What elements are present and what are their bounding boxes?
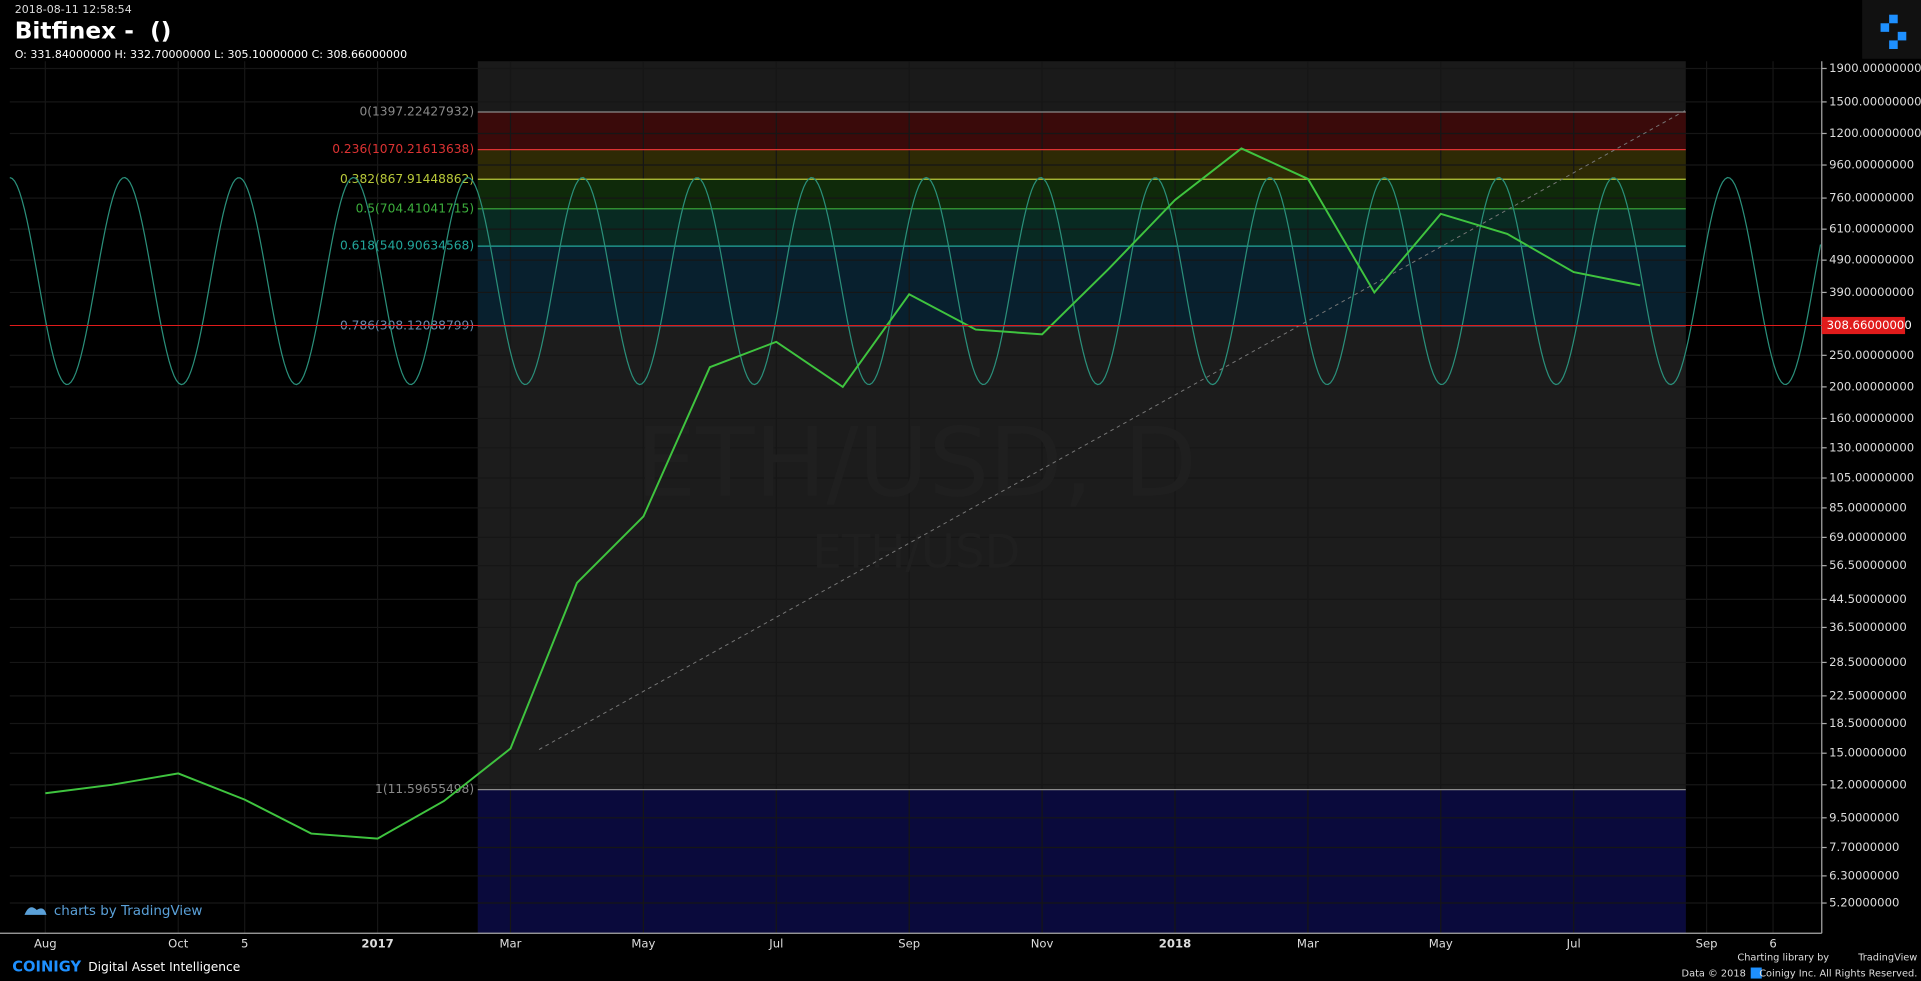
cycle-wave — [9, 176, 1822, 386]
y-tick-label: 490.00000000 — [1829, 253, 1914, 267]
tv-icon — [24, 907, 47, 915]
copyright: Data © 2018 — [1682, 969, 1746, 980]
timestamp: 2018-08-11 12:58:54 — [15, 3, 132, 16]
y-tick-label: 5.20000000 — [1829, 896, 1899, 910]
x-tick-label: 5 — [241, 937, 248, 951]
coinigy-logo — [1862, 0, 1921, 59]
fib-label: 0.618(540.90634568) — [340, 239, 474, 253]
y-tick-label: 9.50000000 — [1829, 810, 1899, 824]
fib-band — [477, 789, 1686, 934]
coinigy-icon — [1750, 967, 1762, 979]
fib-band — [477, 246, 1686, 326]
ohlc: O: 331.84000000 H: 332.70000000 L: 305.1… — [15, 48, 407, 61]
trend-line — [538, 109, 1687, 750]
watermark-sub: ETH/USD — [812, 524, 1020, 578]
y-tick-label: 960.00000000 — [1829, 158, 1914, 172]
cycle-wave — [9, 176, 1822, 386]
fib-band — [477, 179, 1686, 209]
y-tick-label: 160.00000000 — [1829, 411, 1914, 425]
x-tick-label: Sep — [1696, 937, 1718, 951]
x-tick-label: Aug — [34, 937, 57, 951]
axes: 1900.00000000 1500.00000000 1200.00000000 9… — [0, 61, 1921, 951]
x-tick-label: May — [1429, 937, 1453, 951]
y-tick-label: 22.50000000 — [1829, 688, 1907, 702]
price-label: 308.66000000 — [1827, 318, 1912, 332]
y-tick-label: 130.00000000 — [1829, 440, 1914, 454]
fib-label: 0.236(1070.21613638) — [332, 142, 474, 156]
tv-badge: charts by TradingView — [24, 903, 203, 919]
exchange-title: Bitfinex - () — [15, 17, 172, 44]
watermark: ETH/USD, D — [636, 406, 1197, 518]
tv-badge-text: charts by TradingView — [54, 903, 203, 919]
x-tick-label: 2017 — [361, 937, 393, 951]
x-tick-label: 6 — [1769, 937, 1776, 951]
y-tick-label: 105.00000000 — [1829, 471, 1914, 485]
y-tick-label: 18.50000000 — [1829, 716, 1907, 730]
x-tick-label: Jul — [1566, 937, 1581, 951]
fib-label: 0.5(704.41041715) — [356, 201, 475, 215]
logo-block — [1880, 23, 1890, 32]
y-tick-label: 6.30000000 — [1829, 868, 1899, 882]
tagline: Digital Asset Intelligence — [88, 960, 240, 974]
y-tick-label: 28.50000000 — [1829, 655, 1907, 669]
y-tick-label: 1900.00000000 — [1829, 61, 1921, 75]
y-tick-label: 36.50000000 — [1829, 620, 1907, 634]
credit-brand: TradingView — [1857, 953, 1917, 964]
x-tick-label: 2018 — [1159, 937, 1191, 951]
price — [45, 147, 1641, 840]
y-tick-label: 56.50000000 — [1829, 558, 1907, 572]
grid — [9, 61, 1822, 934]
fib-label: 1(11.59655498) — [375, 782, 474, 796]
y-tick-label: 7.70000000 — [1829, 840, 1899, 854]
x-tick-label: Mar — [1297, 937, 1319, 951]
fib-band — [477, 111, 1686, 150]
price-label-box — [1821, 316, 1906, 335]
y-tick-label: 390.00000000 — [1829, 285, 1914, 299]
y-tick-label: 69.00000000 — [1829, 530, 1907, 544]
x-tick-label: Nov — [1031, 937, 1054, 951]
y-tick-label: 1500.00000000 — [1829, 94, 1921, 108]
logo-block — [1889, 40, 1898, 49]
y-tick-label: 44.50000000 — [1829, 592, 1907, 606]
fib-band — [477, 208, 1686, 247]
fib-label: 0.382(867.91448862) — [340, 172, 474, 186]
x-tick-label: Mar — [500, 937, 522, 951]
y-tick-label: 250.00000000 — [1829, 348, 1914, 362]
x-tick-label: Sep — [898, 937, 920, 951]
y-tick-label: 85.00000000 — [1829, 500, 1907, 514]
logo-block — [1897, 31, 1907, 41]
rights: Coinigy Inc. All Rights Reserved. — [1759, 969, 1917, 980]
y-tick-label: 1200.00000000 — [1829, 126, 1921, 140]
y-tick-label: 760.00000000 — [1829, 191, 1914, 205]
y-tick-label: 200.00000000 — [1829, 379, 1914, 393]
logo-bg — [1862, 0, 1921, 59]
y-tick-label: 15.00000000 — [1829, 746, 1907, 760]
y-tick-label: 12.00000000 — [1829, 777, 1907, 791]
brand: COINIGY — [12, 959, 81, 976]
fib-band — [477, 325, 1686, 790]
x-tick-label: Oct — [168, 937, 189, 951]
logo-block — [1889, 14, 1898, 24]
price-line — [45, 147, 1641, 840]
fib-label: 0(1397.22427932) — [359, 104, 474, 118]
y-tick-label: 610.00000000 — [1829, 222, 1914, 236]
x-tick-label: May — [631, 937, 655, 951]
x-tick-label: Jul — [768, 937, 783, 951]
credit: Charting library by — [1737, 953, 1829, 964]
